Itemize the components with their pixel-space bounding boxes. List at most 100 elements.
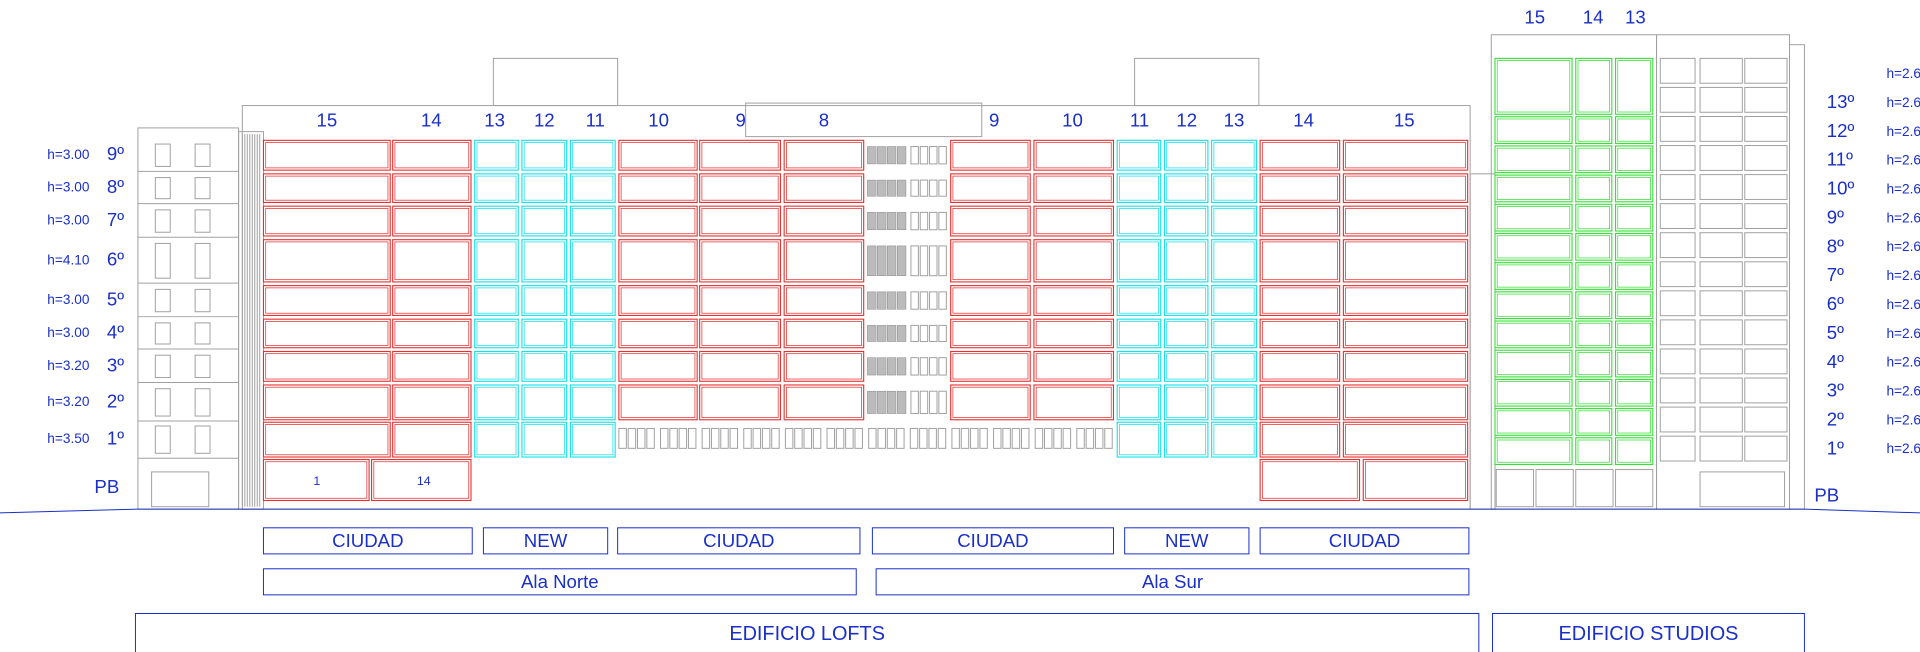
unit-inner xyxy=(265,175,389,201)
unit xyxy=(618,139,698,171)
unit xyxy=(950,350,1031,382)
outline xyxy=(154,425,171,454)
column-label: 14 xyxy=(1583,7,1604,28)
floor-height: h=2.60 xyxy=(1886,210,1920,225)
unit xyxy=(1342,139,1469,171)
window xyxy=(896,212,907,231)
outline xyxy=(938,357,947,376)
unit xyxy=(1342,173,1469,203)
unit-inner xyxy=(1261,208,1338,235)
outline xyxy=(1659,203,1696,230)
unit-inner xyxy=(572,241,614,281)
zone-label-box xyxy=(871,527,1114,555)
outline xyxy=(951,427,960,449)
unit xyxy=(521,421,568,458)
window xyxy=(887,245,897,276)
outline xyxy=(1044,427,1053,449)
unit xyxy=(1211,318,1257,349)
unit xyxy=(1575,349,1613,378)
window xyxy=(877,212,887,231)
unit-inner xyxy=(1166,142,1207,169)
outline xyxy=(919,245,929,277)
unit-inner xyxy=(620,142,696,169)
unit-inner xyxy=(1119,142,1159,169)
column-label: 14 xyxy=(421,110,442,131)
unit-inner xyxy=(1166,321,1207,346)
unit xyxy=(569,173,616,203)
floor-label: 8º xyxy=(107,176,124,197)
outline xyxy=(1744,435,1788,462)
unit-inner xyxy=(1617,352,1651,376)
unit xyxy=(569,421,616,458)
unit-inner xyxy=(620,287,696,314)
unit xyxy=(1575,408,1613,436)
window xyxy=(896,291,907,310)
outline xyxy=(929,291,938,310)
unit-inner xyxy=(1577,206,1610,230)
window xyxy=(896,357,907,376)
window xyxy=(867,291,877,310)
window xyxy=(877,390,887,414)
unit-inner xyxy=(265,287,389,314)
unit xyxy=(1163,318,1209,349)
outline xyxy=(938,324,947,343)
unit xyxy=(1259,205,1341,237)
floor-label: 7º xyxy=(1827,264,1844,285)
unit xyxy=(1116,421,1162,458)
outline xyxy=(1699,232,1743,259)
unit-inner xyxy=(1213,353,1255,380)
unit xyxy=(262,384,391,421)
unit xyxy=(1575,232,1613,261)
outline xyxy=(929,245,938,277)
unit xyxy=(1211,239,1257,283)
unit-inner xyxy=(1577,439,1610,463)
unit xyxy=(521,173,568,203)
unit xyxy=(1259,350,1341,382)
column-label: 11 xyxy=(1130,110,1149,131)
outline xyxy=(1699,86,1743,113)
unit xyxy=(1116,205,1162,237)
unit-inner xyxy=(523,208,565,235)
unit xyxy=(699,139,781,171)
unit xyxy=(474,384,519,421)
floor-label: 6º xyxy=(1827,293,1844,314)
unit-inner xyxy=(1577,381,1610,405)
unit-inner xyxy=(1577,176,1610,200)
unit xyxy=(618,239,698,283)
unit xyxy=(1033,350,1115,382)
unit xyxy=(569,285,616,317)
outline xyxy=(886,427,896,449)
unit-inner xyxy=(1496,118,1571,142)
outline xyxy=(1699,115,1743,142)
window xyxy=(887,291,897,310)
unit xyxy=(474,318,519,349)
unit-inner xyxy=(1496,439,1571,463)
outline xyxy=(979,427,988,449)
zone-label: CIUDAD xyxy=(703,530,774,551)
outline xyxy=(910,390,919,415)
unit-inner xyxy=(1577,60,1610,113)
unit-inner xyxy=(701,208,779,235)
outline xyxy=(919,390,929,415)
outline xyxy=(1699,471,1786,508)
unit xyxy=(1342,384,1469,421)
unit-inner xyxy=(786,321,862,346)
unit-inner xyxy=(620,321,696,346)
unit-inner xyxy=(1213,241,1255,281)
unit xyxy=(1211,350,1257,382)
outline xyxy=(1699,57,1743,84)
unit-inner xyxy=(523,321,565,346)
wing-label-box xyxy=(875,568,1470,596)
outline xyxy=(938,179,947,197)
unit xyxy=(1614,437,1654,466)
unit-inner xyxy=(394,424,470,456)
window xyxy=(877,291,887,310)
outline xyxy=(910,245,919,277)
outline xyxy=(938,245,947,277)
floor-height: h=2.60 xyxy=(1886,297,1920,312)
unit-inner xyxy=(1213,208,1255,235)
outline xyxy=(1659,145,1696,171)
outline xyxy=(669,427,678,449)
zone-label: CIUDAD xyxy=(957,530,1028,551)
outline xyxy=(1062,427,1072,449)
